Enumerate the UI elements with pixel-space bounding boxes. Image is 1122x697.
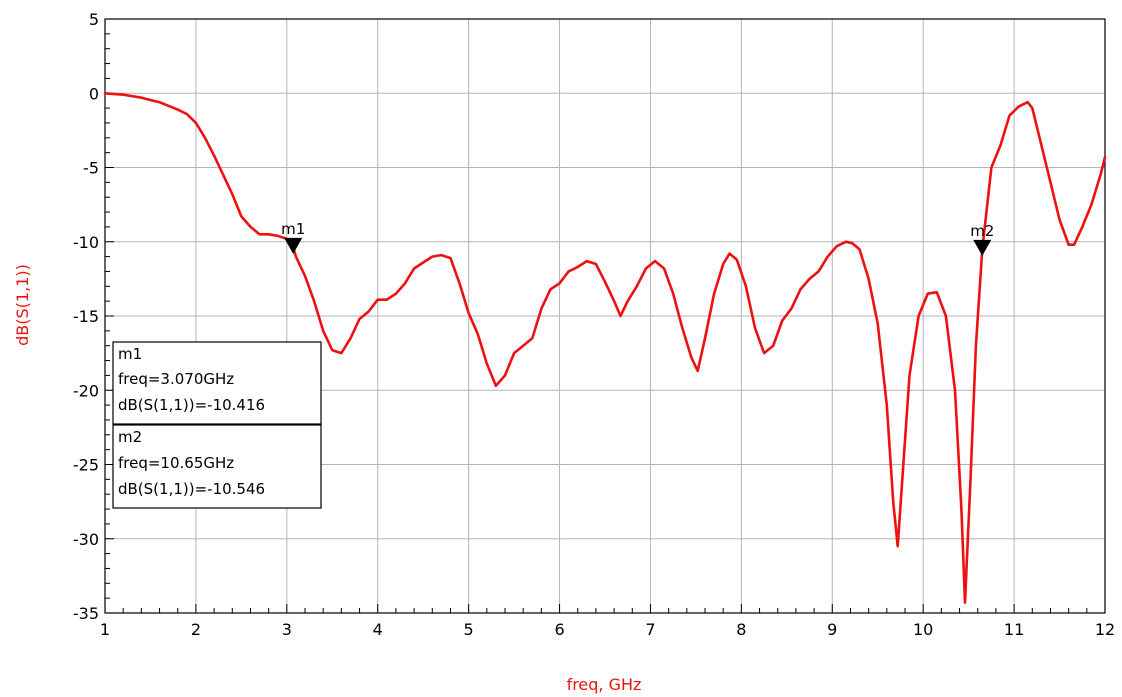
marker-triangle-m2	[973, 239, 992, 256]
marker-readout-m2-freq: freq=10.65GHz	[118, 454, 234, 472]
x-tick-label: 12	[1095, 620, 1115, 639]
x-tick-label: 4	[373, 620, 383, 639]
x-tick-label: 3	[282, 620, 292, 639]
y-tick-label: -5	[83, 159, 99, 178]
s11-series-line	[103, 92, 1107, 604]
marker-readout-m1-freq: freq=3.070GHz	[118, 370, 234, 388]
plot-frame	[104, 18, 1106, 614]
y-tick-label: -25	[73, 456, 99, 475]
marker-layer: m1 m2	[281, 220, 994, 256]
y-tick-label: -10	[73, 233, 99, 252]
marker-triangle-m1	[284, 237, 303, 254]
y-tick-label: -15	[73, 307, 99, 326]
marker-readout-m2-value: dB(S(1,1))=-10.546	[118, 480, 265, 498]
y-tick-label: -20	[73, 381, 99, 400]
marker-readout-m2: m2 freq=10.65GHz dB(S(1,1))=-10.546	[112, 424, 322, 509]
marker-readout-m1: m1 freq=3.070GHz dB(S(1,1))=-10.416	[112, 341, 322, 425]
x-axis-label: freq, GHz	[567, 675, 642, 694]
x-tick-label: 6	[554, 620, 564, 639]
x-tick-label: 8	[736, 620, 746, 639]
x-tick-label: 11	[1004, 620, 1024, 639]
marker-label-m1: m1	[281, 220, 305, 238]
y-tick-label: -30	[73, 530, 99, 549]
y-axis-label: dB(S(1,1))	[13, 264, 32, 346]
marker-readout-m1-value: dB(S(1,1))=-10.416	[118, 396, 265, 414]
x-tick-label: 7	[645, 620, 655, 639]
grid-layer	[104, 18, 1106, 614]
x-tick-label: 2	[191, 620, 201, 639]
x-tick-label: 1	[100, 620, 110, 639]
y-tick-label: 0	[89, 84, 99, 103]
y-tick-label: -35	[73, 604, 99, 623]
x-tick-label: 5	[464, 620, 474, 639]
marker-label-m2: m2	[970, 222, 994, 240]
marker-readout-m2-name: m2	[118, 428, 142, 446]
x-tick-label: 9	[827, 620, 837, 639]
y-tick-label: 5	[89, 10, 99, 29]
x-tick-label: 10	[913, 620, 933, 639]
minor-tick-layer	[104, 18, 1106, 614]
marker-readout-m1-name: m1	[118, 345, 142, 363]
